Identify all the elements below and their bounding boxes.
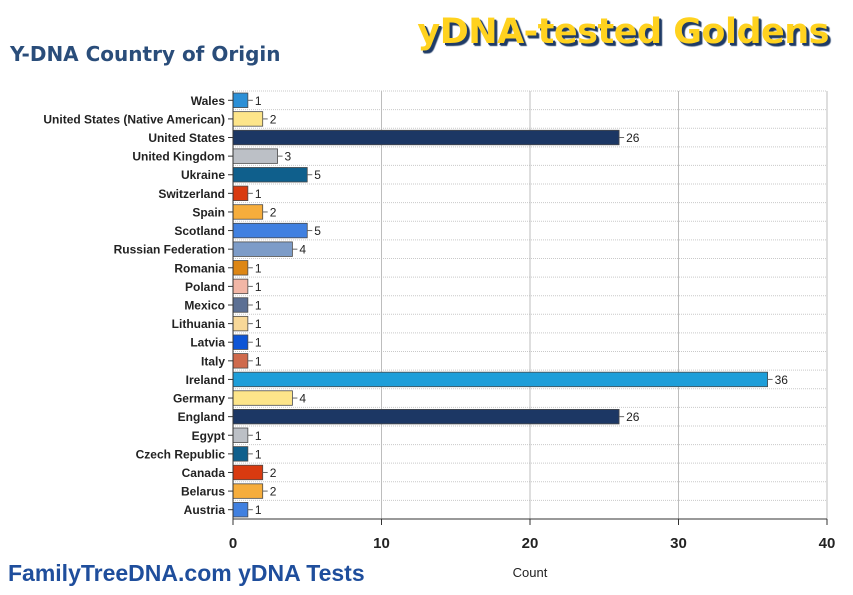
data-label: 1 <box>255 317 262 331</box>
data-label: 4 <box>299 243 306 257</box>
data-label: 26 <box>626 131 640 145</box>
bar <box>232 483 264 499</box>
x-tick-label: 30 <box>670 535 687 552</box>
category-label: Canada <box>182 466 226 480</box>
category-label: Austria <box>184 503 226 517</box>
data-label: 3 <box>285 150 292 164</box>
category-label: Latvia <box>190 336 225 350</box>
category-label: United Kingdom <box>132 150 225 164</box>
data-label: 1 <box>255 299 262 313</box>
bar <box>232 278 249 295</box>
category-label: Poland <box>185 280 225 294</box>
data-label: 36 <box>775 373 789 387</box>
bar <box>232 390 293 406</box>
bar <box>232 204 264 220</box>
x-axis-label: Count <box>513 565 548 580</box>
category-label: Ireland <box>186 373 225 387</box>
grid-lines <box>233 90 828 520</box>
category-label: Spain <box>192 205 225 219</box>
banner-title: yDNA-tested Goldens <box>417 12 829 52</box>
data-label: 5 <box>314 224 321 238</box>
data-label: 1 <box>255 261 262 275</box>
data-label: 1 <box>255 354 262 368</box>
category-label: Wales <box>191 94 226 108</box>
category-label: Scotland <box>174 224 225 238</box>
bar <box>232 446 249 462</box>
category-label: Egypt <box>192 429 225 443</box>
bar <box>232 129 620 146</box>
data-label: 1 <box>255 94 262 108</box>
category-label: England <box>178 410 225 424</box>
category-label: Belarus <box>181 485 225 499</box>
data-label: 5 <box>314 168 321 182</box>
category-label: United States (Native American) <box>43 112 225 126</box>
bar <box>232 353 249 369</box>
bar <box>232 427 249 443</box>
x-tick-label: 40 <box>819 535 836 552</box>
bar <box>232 148 278 164</box>
bar <box>232 371 768 388</box>
bar <box>232 315 249 332</box>
bar <box>232 241 293 257</box>
data-label: 1 <box>255 503 262 517</box>
category-label: Romania <box>174 261 225 275</box>
category-label: Ukraine <box>181 168 225 182</box>
axes: 0 10 20 30 40 Wales United States (Native Amer… <box>43 91 835 552</box>
data-label: 1 <box>255 336 262 350</box>
bar <box>232 334 249 350</box>
data-label: 2 <box>270 112 277 126</box>
bar <box>232 297 249 313</box>
category-label: United States <box>148 131 225 145</box>
bar <box>232 167 308 183</box>
bar <box>232 92 249 108</box>
data-label: 1 <box>255 280 262 294</box>
data-label: 1 <box>255 447 262 461</box>
category-label: Lithuania <box>172 317 226 331</box>
data-label: 4 <box>299 392 306 406</box>
data-label: 2 <box>270 485 277 499</box>
bar <box>232 502 249 518</box>
bar <box>232 260 249 276</box>
category-label: Czech Republic <box>136 447 226 461</box>
x-tick-label: 20 <box>522 535 539 552</box>
category-label: Mexico <box>184 299 225 313</box>
bar <box>232 222 308 239</box>
category-label: Germany <box>173 392 225 406</box>
x-tick-label: 10 <box>373 535 390 552</box>
category-label: Switzerland <box>158 187 225 201</box>
category-label: Russian Federation <box>114 243 225 257</box>
bar <box>232 408 620 425</box>
bar <box>232 464 264 481</box>
data-label: 2 <box>270 205 277 219</box>
category-label: Italy <box>201 354 225 368</box>
footer-caption: FamilyTreeDNA.com yDNA Tests <box>8 560 365 586</box>
data-label: 1 <box>255 187 262 201</box>
x-tick-label: 0 <box>229 535 237 552</box>
chart-title: Y-DNA Country of Origin <box>10 42 281 66</box>
bar <box>232 111 264 127</box>
data-label: 26 <box>626 410 640 424</box>
data-label: 2 <box>270 466 277 480</box>
data-label: 1 <box>255 429 262 443</box>
bar <box>232 185 249 202</box>
